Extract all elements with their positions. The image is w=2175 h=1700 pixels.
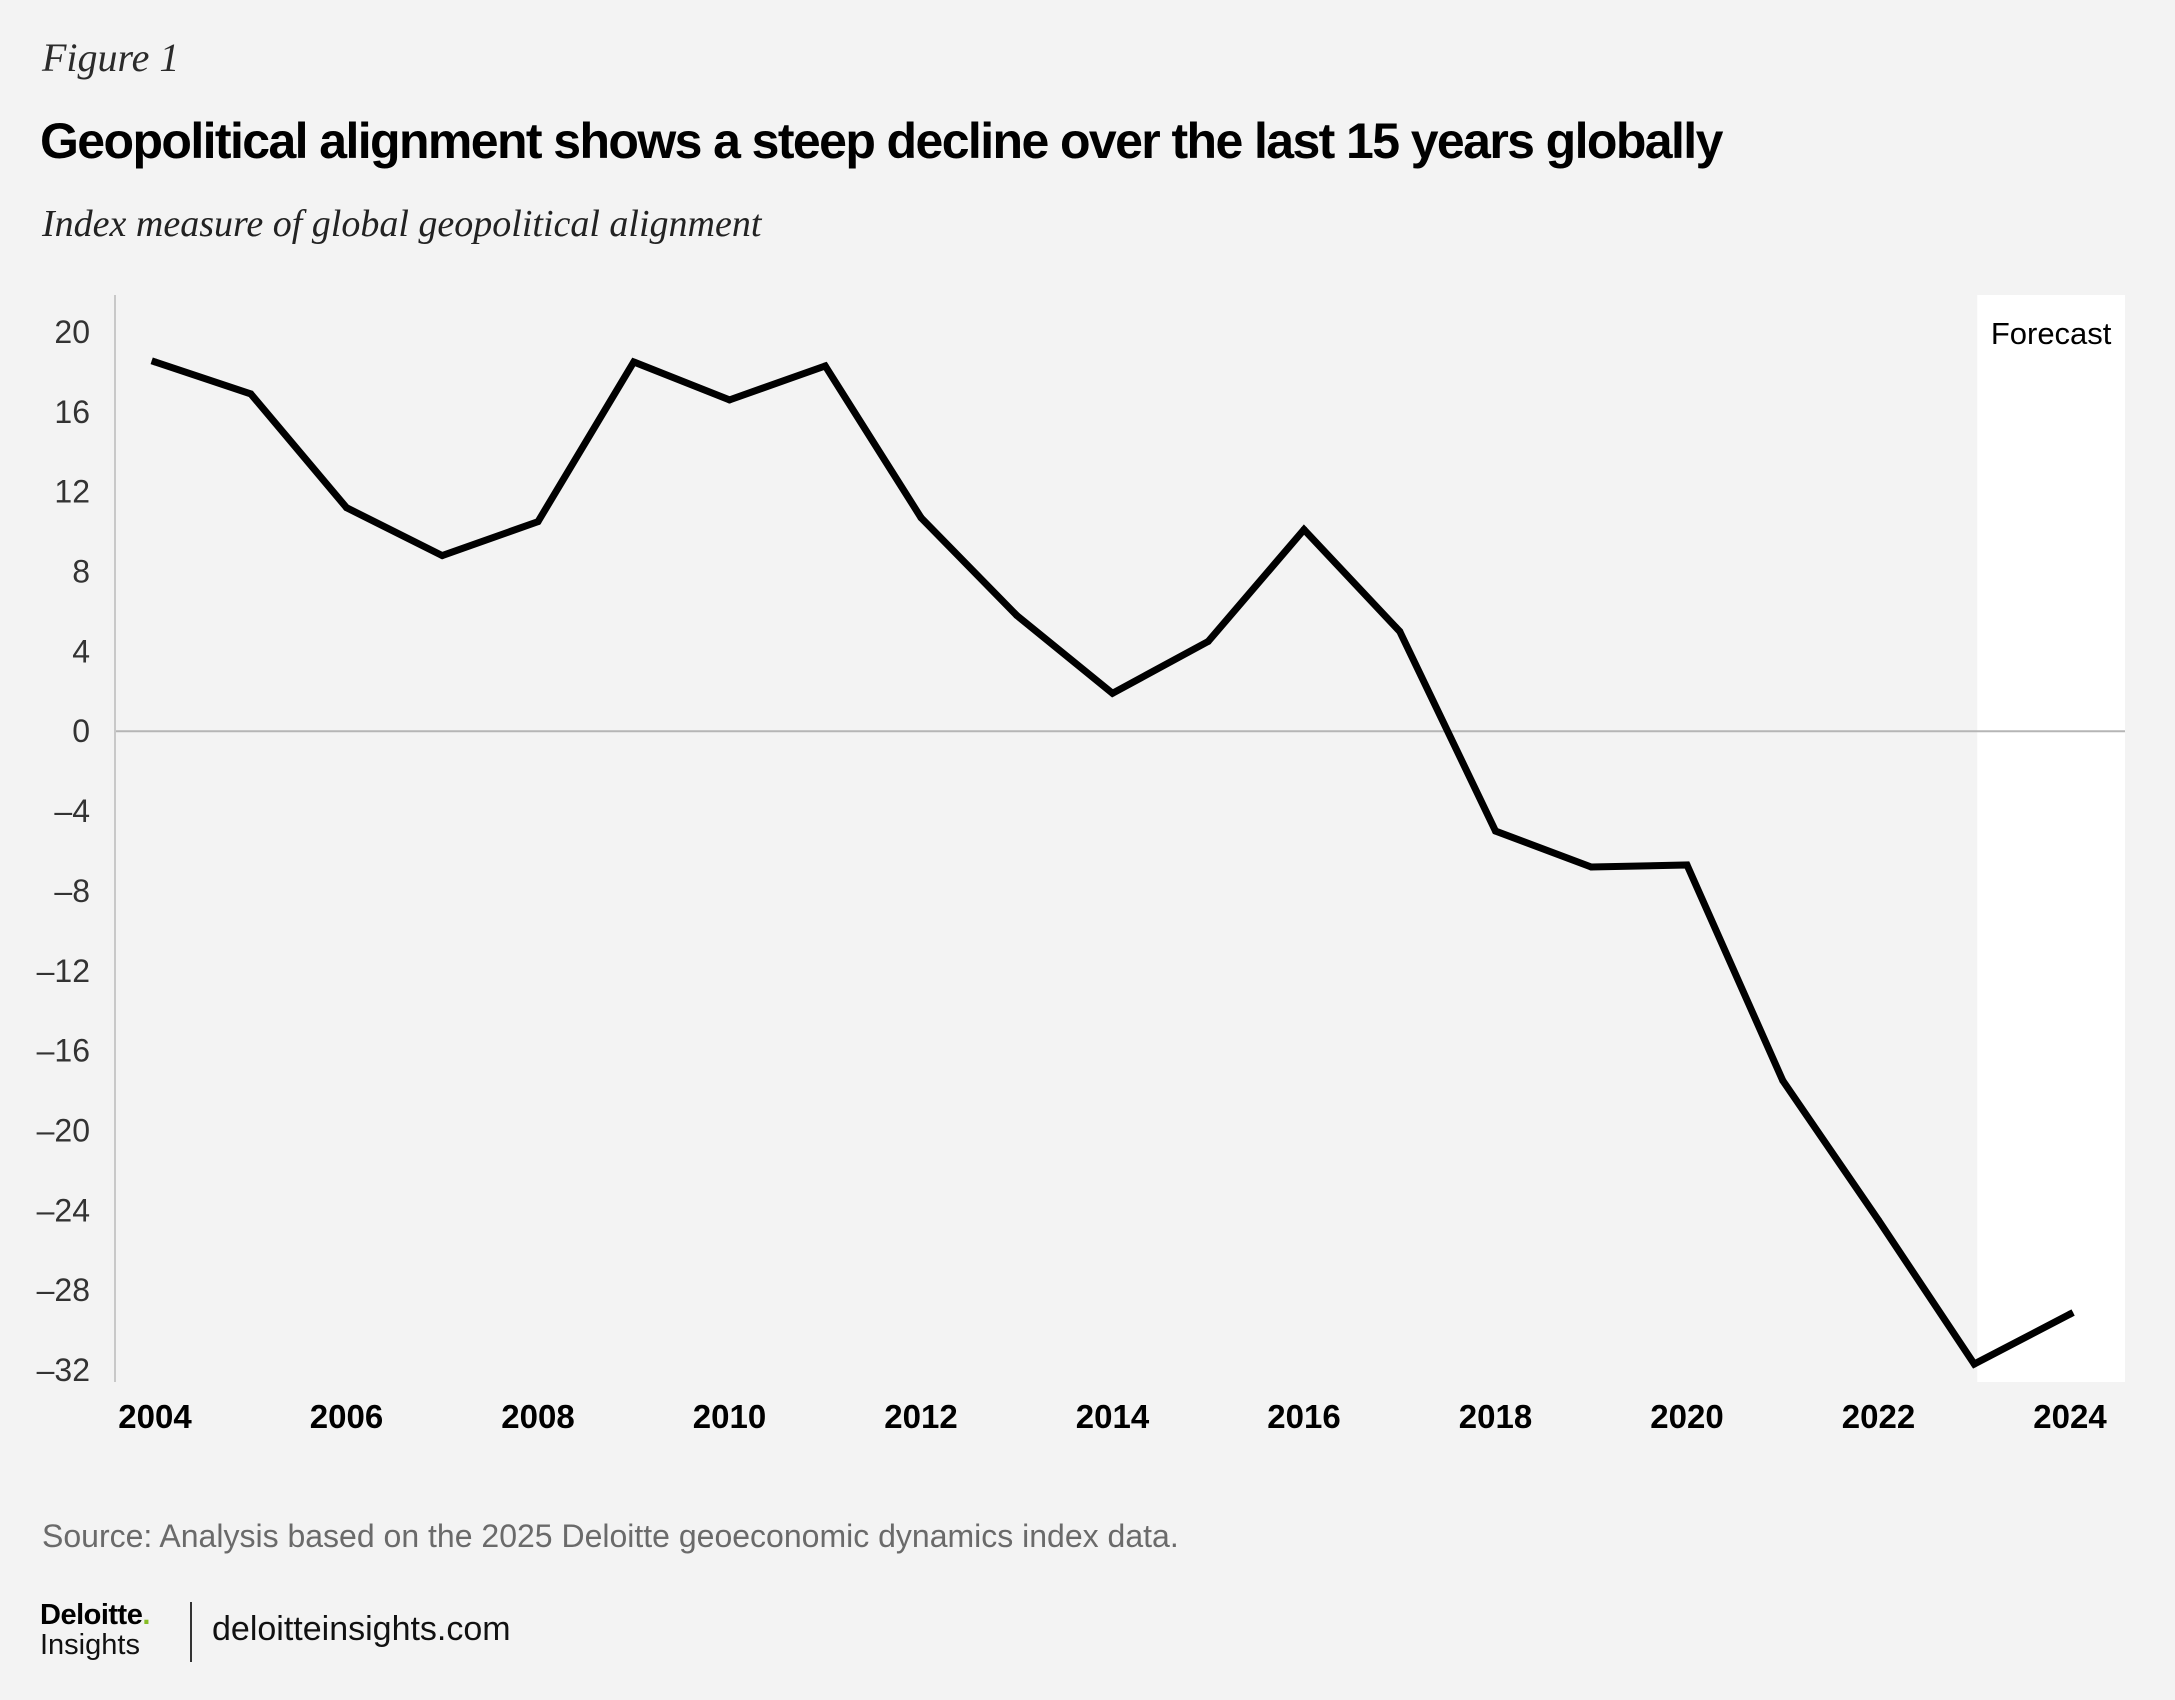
x-tick-label: 2006 <box>310 1398 383 1435</box>
brand-name: Deloitte <box>40 1599 143 1631</box>
data-point-2016 <box>1300 526 1308 534</box>
y-tick-label: –8 <box>54 873 90 909</box>
brand-sub: Insights <box>40 1629 140 1661</box>
figure-label: Figure 1 <box>42 35 180 80</box>
x-tick-label: 2014 <box>1076 1398 1150 1435</box>
data-point-2014 <box>1109 689 1116 697</box>
data-point-2018 <box>1492 827 1499 835</box>
x-tick-label: 2010 <box>693 1398 766 1435</box>
series-line <box>150 357 2075 1369</box>
y-tick-label: –28 <box>37 1272 90 1308</box>
data-point-2008 <box>534 518 542 526</box>
website-link[interactable]: deloitteinsights.com <box>212 1610 511 1648</box>
data-point-2010 <box>726 396 733 404</box>
footer-divider <box>190 1602 192 1662</box>
x-tick-label: 2016 <box>1267 1398 1340 1435</box>
y-tick-label: 8 <box>72 554 90 590</box>
data-point-2009 <box>630 358 638 366</box>
x-tick-label: 2018 <box>1459 1398 1532 1435</box>
x-tick-label: 2004 <box>118 1398 192 1435</box>
x-tick-label: 2020 <box>1650 1398 1723 1435</box>
y-tick-label: 16 <box>54 394 90 430</box>
y-tick-label: 12 <box>54 474 90 510</box>
data-point-2024 <box>2066 1310 2074 1318</box>
x-axis: 2004 2006 2008 2010 2012 2014 2016 2018 2020 2022… <box>118 1398 2107 1435</box>
chart-subtitle: Index measure of global geopolitical ali… <box>42 203 762 245</box>
data-point-2022 <box>1875 1216 1882 1224</box>
data-point-2019 <box>1587 863 1595 871</box>
y-tick-label: –20 <box>37 1112 90 1148</box>
data-point-2006 <box>343 504 350 512</box>
data-point-2017 <box>1396 627 1404 635</box>
source-note: Source: Analysis based on the 2025 Deloi… <box>42 1518 1179 1554</box>
x-tick-label: 2012 <box>884 1398 957 1435</box>
x-tick-label: 2008 <box>501 1398 574 1435</box>
data-point-2007 <box>438 552 446 560</box>
deloitte-insights-logo[interactable]: Deloitte. Insights <box>40 1600 188 1660</box>
data-point-2005 <box>247 390 255 398</box>
data-point-2013 <box>1013 611 1021 619</box>
y-tick-label: –24 <box>37 1192 90 1228</box>
y-tick-label: 0 <box>72 713 90 749</box>
y-tick-label: –16 <box>37 1033 90 1069</box>
x-tick-label: 2022 <box>1842 1398 1915 1435</box>
data-point-2015 <box>1204 637 1212 645</box>
y-tick-label: 20 <box>54 314 90 350</box>
forecast-label: Forecast <box>1991 316 2112 351</box>
y-tick-label: –12 <box>37 953 90 989</box>
brand-dot: . <box>142 1599 150 1631</box>
x-tick-label: 2024 <box>2033 1398 2107 1435</box>
data-point-2021 <box>1779 1077 1787 1085</box>
y-tick-label: 4 <box>72 633 90 669</box>
y-axis: 20 16 12 8 4 0 –4 –8 –12 –16 –20 –24 –28 –32 <box>37 314 90 1388</box>
data-point-2011 <box>821 362 829 370</box>
data-points <box>151 358 2074 1368</box>
forecast-band <box>1977 295 2125 1382</box>
y-tick-label: –4 <box>54 793 90 829</box>
data-point-2004 <box>151 358 159 366</box>
data-point-2020 <box>1683 861 1691 869</box>
y-tick-label: –32 <box>37 1352 90 1388</box>
data-point-2012 <box>917 514 925 522</box>
data-point-2023 <box>1970 1360 1978 1368</box>
chart-title: Geopolitical alignment shows a steep dec… <box>40 113 1723 169</box>
